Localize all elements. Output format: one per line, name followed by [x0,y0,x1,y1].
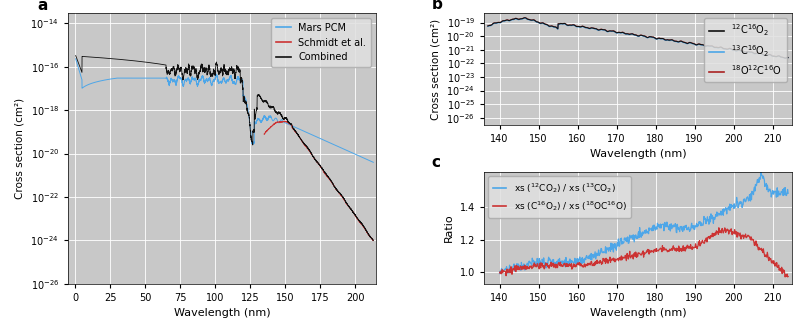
Legend: xs ($^{12}$CO$_2$) / xs ($^{13}$CO$_2$), xs (C$^{16}$O$_2$) / xs ($^{18}$OC$^{16: xs ($^{12}$CO$_2$) / xs ($^{13}$CO$_2$),… [489,176,631,218]
Y-axis label: Cross section (cm²): Cross section (cm²) [430,18,441,120]
Legend: Mars PCM, Schmidt et al., Combined: Mars PCM, Schmidt et al., Combined [271,18,371,67]
Legend: $^{12}$C$^{16}$O$_2$, $^{13}$C$^{16}$O$_2$, $^{18}$O$^{12}$C$^{16}$O: $^{12}$C$^{16}$O$_2$, $^{13}$C$^{16}$O$_… [704,18,787,82]
X-axis label: Wavelength (nm): Wavelength (nm) [590,149,686,159]
Text: a: a [37,0,47,13]
Y-axis label: Ratio: Ratio [444,214,454,242]
X-axis label: Wavelength (nm): Wavelength (nm) [174,308,270,318]
Text: b: b [431,0,442,11]
Text: c: c [431,155,441,170]
X-axis label: Wavelength (nm): Wavelength (nm) [590,308,686,318]
Y-axis label: Cross section (cm²): Cross section (cm²) [15,98,25,199]
